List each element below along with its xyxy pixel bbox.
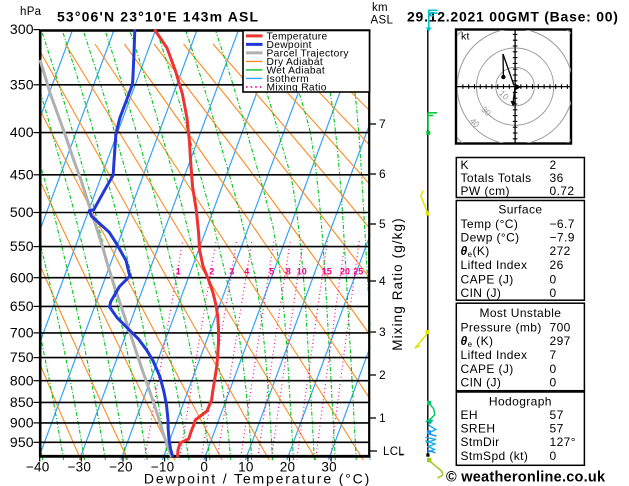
svg-text:272: 272: [550, 244, 571, 258]
svg-text:850: 850: [10, 394, 34, 410]
svg-text:km: km: [372, 2, 388, 14]
svg-text:20: 20: [340, 267, 350, 277]
svg-text:300: 300: [10, 21, 34, 37]
svg-text:57: 57: [550, 408, 564, 422]
svg-text:Dewpoint: Dewpoint: [267, 40, 312, 51]
svg-text:CIN (J): CIN (J): [461, 286, 502, 300]
svg-text:SREH: SREH: [461, 422, 496, 436]
svg-text:400: 400: [10, 124, 34, 140]
svg-text:CAPE (J): CAPE (J): [461, 362, 514, 376]
svg-text:Temp (°C): Temp (°C): [461, 217, 519, 231]
svg-text:15: 15: [322, 267, 332, 277]
svg-text:LCL: LCL: [383, 446, 405, 458]
svg-text:53°06'N 23°10'E 143m ASL: 53°06'N 23°10'E 143m ASL: [57, 9, 259, 25]
svg-text:Lifted Index: Lifted Index: [461, 348, 528, 362]
svg-text:0: 0: [550, 376, 557, 390]
svg-text:6: 6: [379, 167, 386, 181]
svg-text:800: 800: [10, 372, 34, 388]
svg-text:Pressure (mb): Pressure (mb): [461, 321, 542, 335]
svg-text:PW (cm): PW (cm): [461, 184, 510, 198]
svg-text:0: 0: [550, 286, 557, 300]
svg-text:Wet Adiabat: Wet Adiabat: [267, 65, 326, 76]
svg-text:5: 5: [269, 267, 274, 277]
svg-text:kt: kt: [461, 31, 470, 43]
svg-text:7: 7: [379, 117, 386, 131]
svg-text:26: 26: [550, 258, 564, 272]
svg-text:−6.7: −6.7: [550, 217, 575, 231]
svg-text:Surface: Surface: [498, 202, 542, 216]
svg-text:Parcel Trajectory: Parcel Trajectory: [267, 48, 350, 59]
svg-text:© weatheronline.co.uk: © weatheronline.co.uk: [446, 470, 606, 486]
svg-text:10: 10: [238, 460, 253, 475]
svg-text:57: 57: [550, 422, 564, 436]
svg-text:8: 8: [286, 267, 291, 277]
svg-text:500: 500: [10, 204, 34, 220]
svg-text:1: 1: [379, 411, 386, 425]
svg-text:Most Unstable: Most Unstable: [479, 306, 561, 320]
svg-text:Totals Totals: Totals Totals: [461, 171, 532, 185]
svg-text:36: 36: [550, 171, 564, 185]
svg-text:0: 0: [550, 362, 557, 376]
svg-text:650: 650: [10, 298, 34, 314]
svg-text:700: 700: [550, 321, 571, 335]
svg-text:−20: −20: [109, 460, 133, 475]
svg-text:750: 750: [10, 349, 34, 365]
svg-text:0: 0: [550, 272, 557, 286]
svg-text:950: 950: [10, 434, 34, 450]
svg-text:7: 7: [550, 348, 557, 362]
svg-text:−7.9: −7.9: [550, 230, 575, 244]
svg-text:Dry Adiabat: Dry Adiabat: [267, 57, 324, 68]
svg-text:StmDir: StmDir: [461, 435, 500, 449]
svg-text:0: 0: [550, 449, 557, 463]
svg-text:297: 297: [550, 334, 571, 348]
svg-text:4: 4: [379, 274, 386, 288]
svg-text:Dewp (°C): Dewp (°C): [461, 230, 520, 244]
svg-text:5: 5: [379, 217, 386, 231]
svg-text:3: 3: [229, 267, 234, 277]
svg-text:1: 1: [176, 267, 181, 277]
svg-text:K: K: [461, 158, 469, 172]
svg-text:0.72: 0.72: [550, 184, 575, 198]
svg-text:Dewpoint / Temperature (°C): Dewpoint / Temperature (°C): [144, 471, 371, 486]
svg-text:127°: 127°: [550, 435, 576, 449]
svg-text:−10: −10: [151, 460, 175, 475]
svg-text:θe (K): θe (K): [461, 334, 494, 349]
svg-text:StmSpd (kt): StmSpd (kt): [461, 449, 529, 463]
svg-text:3: 3: [379, 325, 386, 339]
svg-text:Hodograph: Hodograph: [489, 394, 552, 408]
svg-text:30: 30: [321, 460, 336, 475]
svg-text:2: 2: [550, 158, 557, 172]
svg-text:4: 4: [244, 267, 249, 277]
svg-text:−30: −30: [68, 460, 92, 475]
svg-text:450: 450: [10, 166, 34, 182]
svg-text:20: 20: [280, 460, 295, 475]
svg-text:Temperature: Temperature: [267, 31, 328, 42]
svg-text:900: 900: [10, 415, 34, 431]
svg-text:2: 2: [379, 368, 386, 382]
svg-text:10: 10: [297, 267, 307, 277]
svg-text:Mixing Ratio: Mixing Ratio: [267, 82, 327, 93]
svg-text:550: 550: [10, 238, 34, 254]
svg-text:0: 0: [200, 460, 208, 475]
svg-text:700: 700: [10, 325, 34, 341]
svg-text:Lifted Index: Lifted Index: [461, 258, 528, 272]
svg-text:Mixing Ratio (g/kg): Mixing Ratio (g/kg): [390, 217, 405, 350]
svg-text:2: 2: [209, 267, 214, 277]
svg-text:ASL: ASL: [371, 15, 394, 27]
svg-text:−40: −40: [26, 460, 50, 475]
svg-text:Isotherm: Isotherm: [267, 74, 309, 85]
svg-text:350: 350: [10, 76, 34, 92]
svg-text:CAPE (J): CAPE (J): [461, 272, 514, 286]
svg-text:600: 600: [10, 269, 34, 285]
svg-text:25: 25: [353, 267, 363, 277]
svg-text:EH: EH: [461, 408, 478, 422]
svg-text:29.12.2021 00GMT (Base: 00): 29.12.2021 00GMT (Base: 00): [407, 9, 619, 25]
svg-text:CIN (J): CIN (J): [461, 376, 502, 390]
svg-text:hPa: hPa: [20, 6, 42, 18]
